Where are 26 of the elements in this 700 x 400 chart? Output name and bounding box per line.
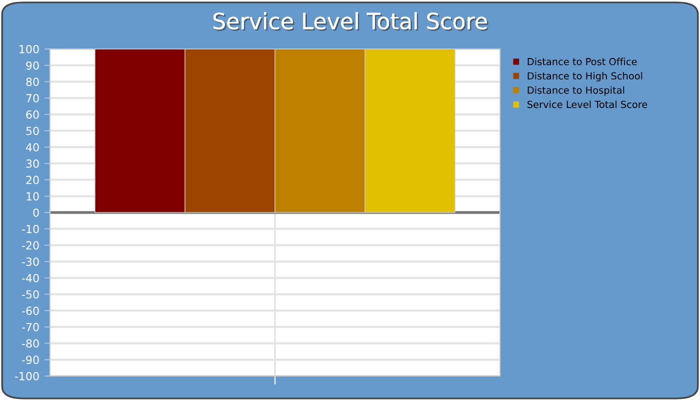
legend-label: Service Level Total Score: [528, 100, 648, 108]
y-tick-label: -70: [22, 322, 39, 332]
y-tick-label: 10: [26, 192, 39, 201]
y-tick-label: -40: [22, 274, 39, 282]
legend-label: Distance to High School: [528, 72, 642, 82]
y-tick-label: 0: [33, 208, 39, 217]
y-tick-label: 60: [26, 110, 39, 119]
y-tick-label: -10: [22, 224, 39, 234]
y-tick-label: 20: [26, 176, 39, 184]
y-tick-label: -20: [22, 241, 39, 250]
y-tick-label: 40: [26, 143, 39, 152]
y-tick-label: 100: [20, 44, 39, 54]
y-tick-label: -90: [22, 356, 39, 364]
legend-label: Distance to Hospital: [528, 86, 624, 96]
y-tick-label: -60: [22, 306, 39, 315]
y-tick-label: -30: [22, 258, 39, 266]
y-tick-label: -50: [22, 290, 39, 299]
y-tick-label: 90: [26, 61, 39, 70]
y-tick-label: 50: [26, 126, 39, 136]
y-tick-label: 30: [26, 159, 39, 168]
legend-label: Distance to Post Office: [528, 58, 637, 66]
y-tick-label: -80: [22, 339, 39, 348]
y-tick-label: 80: [26, 78, 39, 86]
y-tick-label: 70: [26, 94, 39, 102]
y-tick-label: -100: [14, 372, 39, 380]
chart-title: Service Level Total Score: [213, 12, 488, 31]
